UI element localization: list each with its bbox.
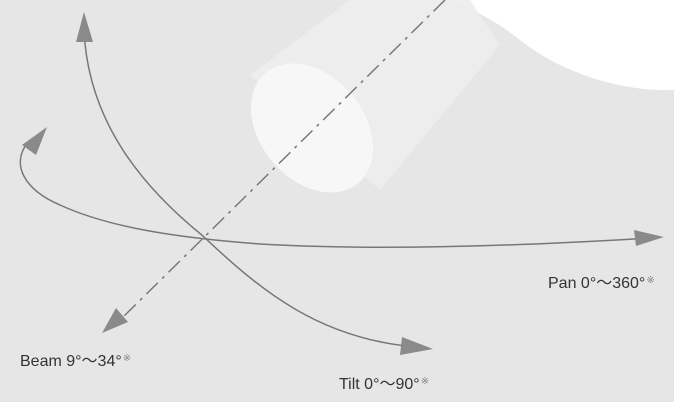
- pan-arc: [19, 141, 651, 249]
- tilt-arc: [83, 29, 419, 348]
- pan-arrowhead-right: [634, 230, 664, 246]
- fixture-beam-cone: [250, 0, 500, 190]
- tilt-label-text: Tilt 0°〜90°: [339, 376, 420, 393]
- beam-label: Beam 9°〜34°※: [20, 354, 131, 370]
- pan-arrowhead-left: [22, 127, 47, 155]
- beam-label-mark: ※: [122, 353, 132, 364]
- tilt-arrowhead-bottom: [400, 337, 433, 355]
- pan-label-text: Pan 0°〜360°: [548, 275, 646, 292]
- beam-arrowhead: [102, 308, 128, 333]
- pan-label: Pan 0°〜360°※: [548, 276, 655, 292]
- beam-label-text: Beam 9°〜34°: [20, 353, 122, 370]
- beam-axis-line: [119, 0, 446, 321]
- tilt-label: Tilt 0°〜90°※: [339, 377, 429, 393]
- fixture-head: [450, 0, 674, 91]
- tilt-arrowhead-top: [76, 12, 93, 42]
- pan-label-mark: ※: [646, 275, 655, 286]
- tilt-label-mark: ※: [420, 376, 430, 387]
- light-fixture: [250, 0, 674, 193]
